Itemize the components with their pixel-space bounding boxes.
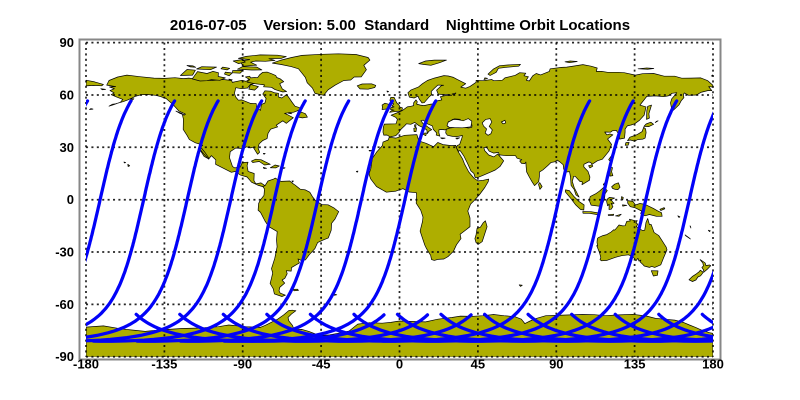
svg-text:-45: -45 — [312, 357, 331, 372]
svg-text:-60: -60 — [55, 297, 74, 312]
svg-text:-180: -180 — [73, 357, 99, 372]
svg-text:90: 90 — [549, 357, 563, 372]
svg-text:0: 0 — [396, 357, 403, 372]
svg-text:30: 30 — [60, 140, 74, 155]
svg-text:135: 135 — [624, 357, 646, 372]
svg-text:-90: -90 — [55, 349, 74, 364]
svg-text:45: 45 — [471, 357, 485, 372]
svg-text:-90: -90 — [233, 357, 252, 372]
svg-text:-30: -30 — [55, 245, 74, 260]
svg-text:0: 0 — [67, 192, 74, 207]
svg-text:60: 60 — [60, 88, 74, 103]
svg-text:90: 90 — [60, 35, 74, 50]
svg-text:2016-07-05 Version: 5.00 S: 2016-07-05 Version: 5.00 Standard Nightt… — [170, 17, 630, 34]
svg-text:180: 180 — [702, 357, 724, 372]
svg-text:-135: -135 — [151, 357, 177, 372]
